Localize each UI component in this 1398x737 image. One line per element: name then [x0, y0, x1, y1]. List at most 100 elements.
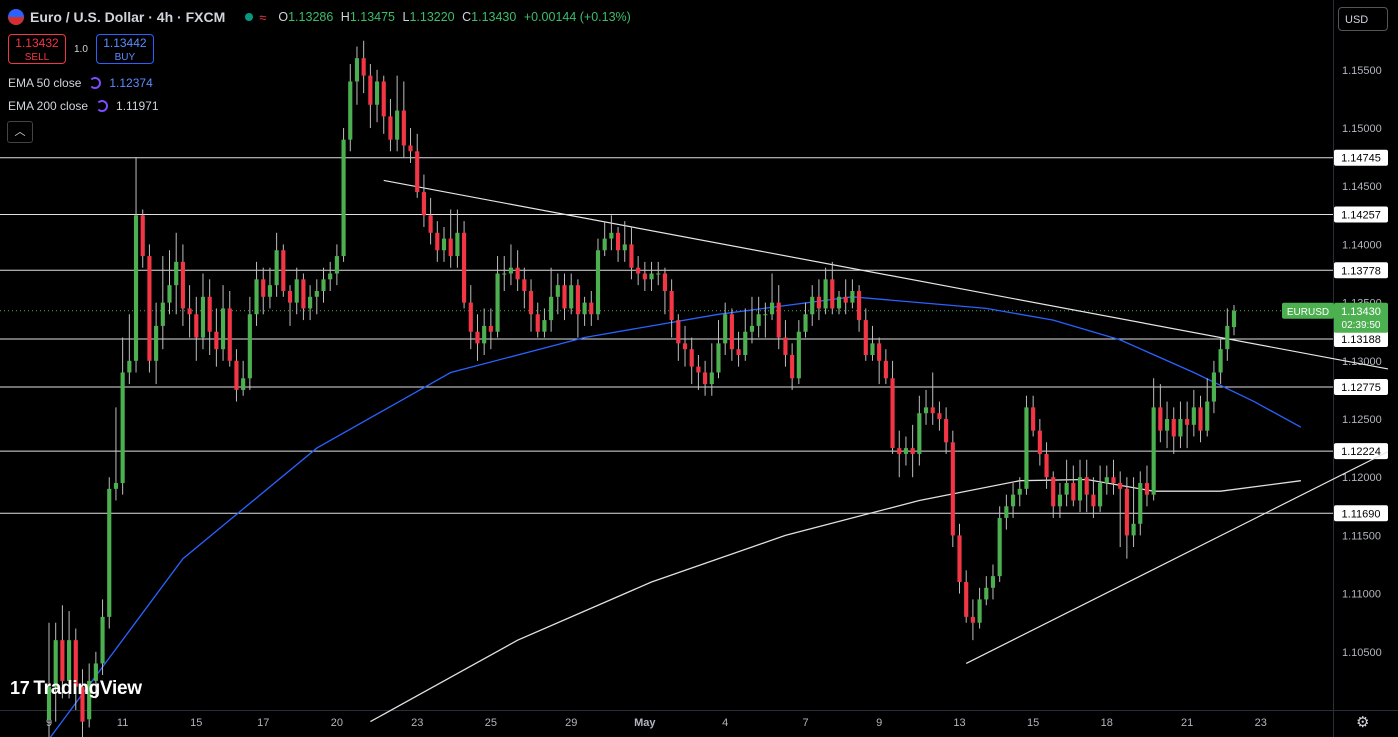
- candle-body: [843, 296, 848, 303]
- level-tag: [1334, 443, 1388, 460]
- time-tick-label: 9: [876, 717, 882, 729]
- currency-selector[interactable]: USD: [1338, 7, 1388, 31]
- candle-body: [870, 343, 875, 355]
- candle-body: [482, 325, 487, 344]
- candle-body: [743, 331, 748, 355]
- level-tag: [1334, 262, 1388, 279]
- candle-body: [1111, 477, 1116, 484]
- candle-body: [180, 261, 185, 309]
- time-tick-label: 29: [565, 717, 577, 729]
- candle-body: [1138, 483, 1143, 524]
- candle-body: [261, 279, 266, 297]
- candle-body: [1218, 349, 1223, 373]
- candle-body: [301, 279, 306, 309]
- candle-body: [1131, 523, 1136, 536]
- candle-body: [361, 58, 366, 76]
- level-tag-label: 1.14745: [1341, 153, 1381, 165]
- candle-body: [388, 116, 393, 140]
- candle-body: [669, 290, 674, 321]
- candle-body: [341, 139, 346, 257]
- buy-button[interactable]: 1.13442 BUY: [95, 34, 154, 64]
- ohlc-low: 1.13220: [409, 10, 455, 24]
- symbol-tag-label: EURUSD: [1287, 307, 1329, 318]
- candle-body: [997, 517, 1002, 577]
- collapse-legend-button[interactable]: ︿: [7, 121, 33, 143]
- level-tag: [1334, 149, 1388, 166]
- time-tick-label: 20: [331, 717, 343, 729]
- candle-body: [615, 232, 621, 251]
- ohlc-readout: O1.13286 H1.13475 L1.13220 C1.13430 +0.0…: [278, 10, 630, 24]
- ema200-value: 1.11971: [116, 99, 159, 113]
- candle-body: [421, 192, 426, 216]
- candle-body: [1037, 430, 1042, 454]
- price-tick-label: 1.14500: [1342, 181, 1382, 193]
- candle-body: [100, 616, 105, 664]
- candle-body: [234, 360, 239, 390]
- candle-body: [1004, 506, 1009, 518]
- level-tag-label: 1.14257: [1341, 210, 1381, 222]
- candle-body: [254, 279, 259, 315]
- ema50-value: 1.12374: [109, 76, 153, 90]
- candle-body: [1077, 477, 1083, 501]
- candle-body: [562, 285, 567, 309]
- price-tick-label: 1.11000: [1342, 589, 1381, 601]
- candle-body: [415, 151, 420, 193]
- candle-body: [595, 250, 601, 315]
- candle-body: [917, 413, 922, 454]
- market-open-icon: [245, 13, 254, 21]
- ohlc-close: 1.13430: [471, 10, 517, 24]
- countdown-label: 02:39:50: [1342, 320, 1381, 331]
- settings-gear-icon[interactable]: ⚙: [1356, 714, 1370, 731]
- trendline: [965, 451, 1389, 664]
- candle-body: [1151, 407, 1156, 495]
- candle-body: [294, 279, 299, 303]
- logo-text: TradingView: [33, 678, 142, 699]
- candle-body: [1031, 407, 1036, 431]
- ohlc-high: 1.13475: [349, 10, 395, 24]
- symbol-title[interactable]: Euro / U.S. Dollar · 4h · FXCM: [30, 9, 226, 25]
- candle-body: [194, 314, 199, 338]
- candle-body: [1211, 372, 1216, 402]
- level-tag: [1334, 505, 1388, 522]
- currency-label: USD: [1345, 14, 1369, 26]
- price-tick-label: 1.12500: [1342, 414, 1382, 426]
- candle-body: [1024, 407, 1029, 489]
- ohlc-high-key: H: [340, 10, 350, 24]
- current-price-tag: [1334, 302, 1388, 333]
- price-tick-label: 1.14000: [1342, 239, 1382, 251]
- candle-body: [53, 640, 58, 687]
- time-tick-label: May: [634, 717, 656, 729]
- candle-body: [167, 285, 172, 303]
- candle-body: [857, 290, 862, 321]
- candle-body: [147, 256, 152, 361]
- ema200-legend[interactable]: EMA 200 close 1.11971: [8, 99, 159, 113]
- candle-body: [67, 640, 72, 681]
- candle-body: [174, 261, 179, 286]
- ohlc-change: +0.00144 (+0.13%): [523, 10, 631, 24]
- candle-body: [408, 145, 413, 152]
- candle-body: [662, 273, 668, 291]
- sell-price: 1.13432: [15, 36, 59, 50]
- candle-body: [897, 448, 902, 454]
- sell-button[interactable]: 1.13432 SELL: [8, 34, 66, 64]
- candle-body: [689, 349, 694, 367]
- time-tick-label: 18: [1101, 717, 1113, 729]
- tradingview-mark-icon: 17: [10, 678, 30, 698]
- candle-body: [87, 680, 92, 720]
- candle-body: [107, 488, 112, 617]
- candle-body: [133, 215, 139, 361]
- candle-body: [93, 663, 98, 681]
- buy-label: BUY: [114, 52, 136, 63]
- candle-body: [401, 110, 406, 146]
- ema50-legend[interactable]: EMA 50 close 1.12374: [8, 76, 153, 90]
- candle-body: [73, 640, 78, 687]
- candle-body: [140, 215, 145, 257]
- candle-body: [214, 331, 219, 350]
- candle-body: [816, 296, 821, 309]
- candle-body: [535, 314, 540, 332]
- candle-body: [783, 337, 788, 355]
- sell-label: SELL: [24, 52, 50, 63]
- candle-body: [274, 250, 279, 286]
- wave-icon: ≈: [259, 9, 267, 25]
